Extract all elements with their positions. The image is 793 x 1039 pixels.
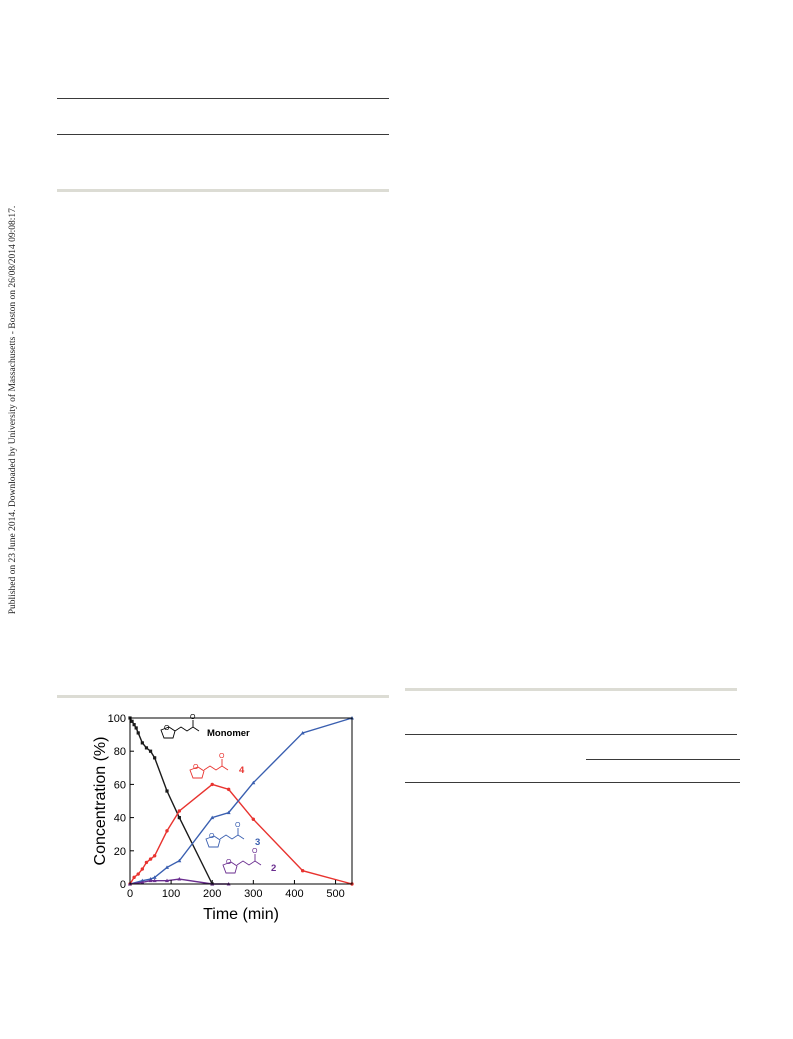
series-4-point — [226, 787, 231, 792]
series-4-point — [251, 817, 256, 821]
series-3-point — [251, 780, 256, 785]
series-3-point — [165, 865, 169, 869]
table-top-rule — [57, 98, 389, 99]
series-monomer-point — [144, 746, 149, 750]
series-4-point — [152, 854, 157, 858]
series-monomer-point — [130, 719, 134, 723]
series-4-point — [144, 860, 149, 865]
compound-3-structure-icon — [205, 828, 245, 848]
y-tick-label: 40 — [114, 813, 126, 825]
right-table-top-rule — [405, 734, 737, 735]
series-label-4: 4 — [239, 765, 245, 776]
compound-4-carbonyl-oxygen: O — [219, 753, 225, 760]
y-tick-label: 80 — [114, 746, 126, 758]
y-tick-label: 60 — [114, 779, 126, 791]
series-3-point — [152, 875, 157, 879]
x-tick-label: 200 — [203, 888, 221, 900]
compound-2-oxygen: O — [226, 859, 232, 866]
series-2-point — [148, 878, 153, 883]
series-label-2: 2 — [271, 863, 276, 874]
y-tick-label: 100 — [108, 713, 126, 725]
series-2-line — [129, 878, 229, 885]
compound-4-structure-icon — [189, 759, 229, 779]
compound-2-carbonyl-oxygen: O — [252, 848, 258, 855]
compound-3-oxygen: O — [209, 833, 215, 840]
x-tick-label: 400 — [285, 888, 303, 900]
series-4-point — [148, 857, 153, 861]
series-4-point — [136, 872, 140, 876]
compound-4-oxygen: O — [193, 764, 199, 771]
series-monomer-point — [136, 731, 140, 735]
series-2-point — [152, 878, 157, 883]
series-3-point — [210, 815, 215, 820]
compound-2-structure-icon — [222, 854, 262, 874]
side-note-text: Published on 23 June 2014. Downloaded by… — [8, 205, 19, 615]
series-3-point — [177, 858, 182, 863]
x-tick-label: 100 — [162, 888, 180, 900]
series-2-point — [140, 880, 145, 884]
series-2-point — [177, 877, 182, 881]
x-tick-label: 300 — [244, 888, 262, 900]
series-4-point — [177, 809, 182, 813]
plot-frame — [129, 717, 353, 885]
x-axis-label: Time (min) — [203, 906, 279, 923]
right-section-divider — [405, 688, 737, 691]
series-3-point — [226, 810, 231, 815]
series-monomer-point — [177, 816, 181, 820]
x-tick-label: 500 — [326, 888, 344, 900]
series-monomer-point — [165, 789, 169, 793]
series-3-line — [129, 717, 353, 885]
y-tick-label: 0 — [120, 879, 126, 891]
series-4-point — [210, 782, 214, 787]
concentration-time-chart: 0 100 200 300 400 500 0 20 40 60 80 100 O O Monomer… — [85, 706, 357, 928]
series-3-point — [300, 730, 305, 735]
monomer-structure-icon — [160, 720, 200, 739]
series-monomer-point — [140, 741, 144, 745]
series-4-point — [132, 875, 136, 880]
series-4-line — [129, 783, 353, 885]
series-2-point — [165, 878, 169, 883]
monomer-carbonyl-oxygen: O — [190, 714, 196, 721]
series-monomer-point — [153, 756, 157, 760]
series-label-monomer: Monomer — [207, 728, 250, 739]
chart-svg: 0 100 200 300 400 500 0 20 40 60 80 100 O O Monomer… — [92, 713, 354, 923]
series-4-point — [300, 869, 305, 873]
right-table-subheader-rule — [586, 759, 740, 760]
publication-side-note: Published on 23 June 2014. Downloaded by… — [4, 180, 22, 640]
y-axis-label: Concentration (%) — [92, 737, 109, 866]
series-monomer-point — [132, 723, 136, 727]
series-4-point — [165, 829, 169, 833]
x-tick-label: 0 — [127, 888, 133, 900]
series-label-3: 3 — [255, 837, 260, 848]
series-4-point — [140, 867, 145, 871]
right-table-header-rule — [405, 782, 740, 783]
series-monomer-point — [148, 749, 153, 753]
table-header-rule — [57, 134, 389, 135]
series-monomer-point — [134, 726, 138, 730]
compound-3-carbonyl-oxygen: O — [235, 822, 241, 829]
figure-top-divider — [57, 695, 389, 698]
monomer-oxygen: O — [164, 725, 170, 732]
y-tick-label: 20 — [114, 846, 126, 858]
section-divider — [57, 189, 389, 192]
